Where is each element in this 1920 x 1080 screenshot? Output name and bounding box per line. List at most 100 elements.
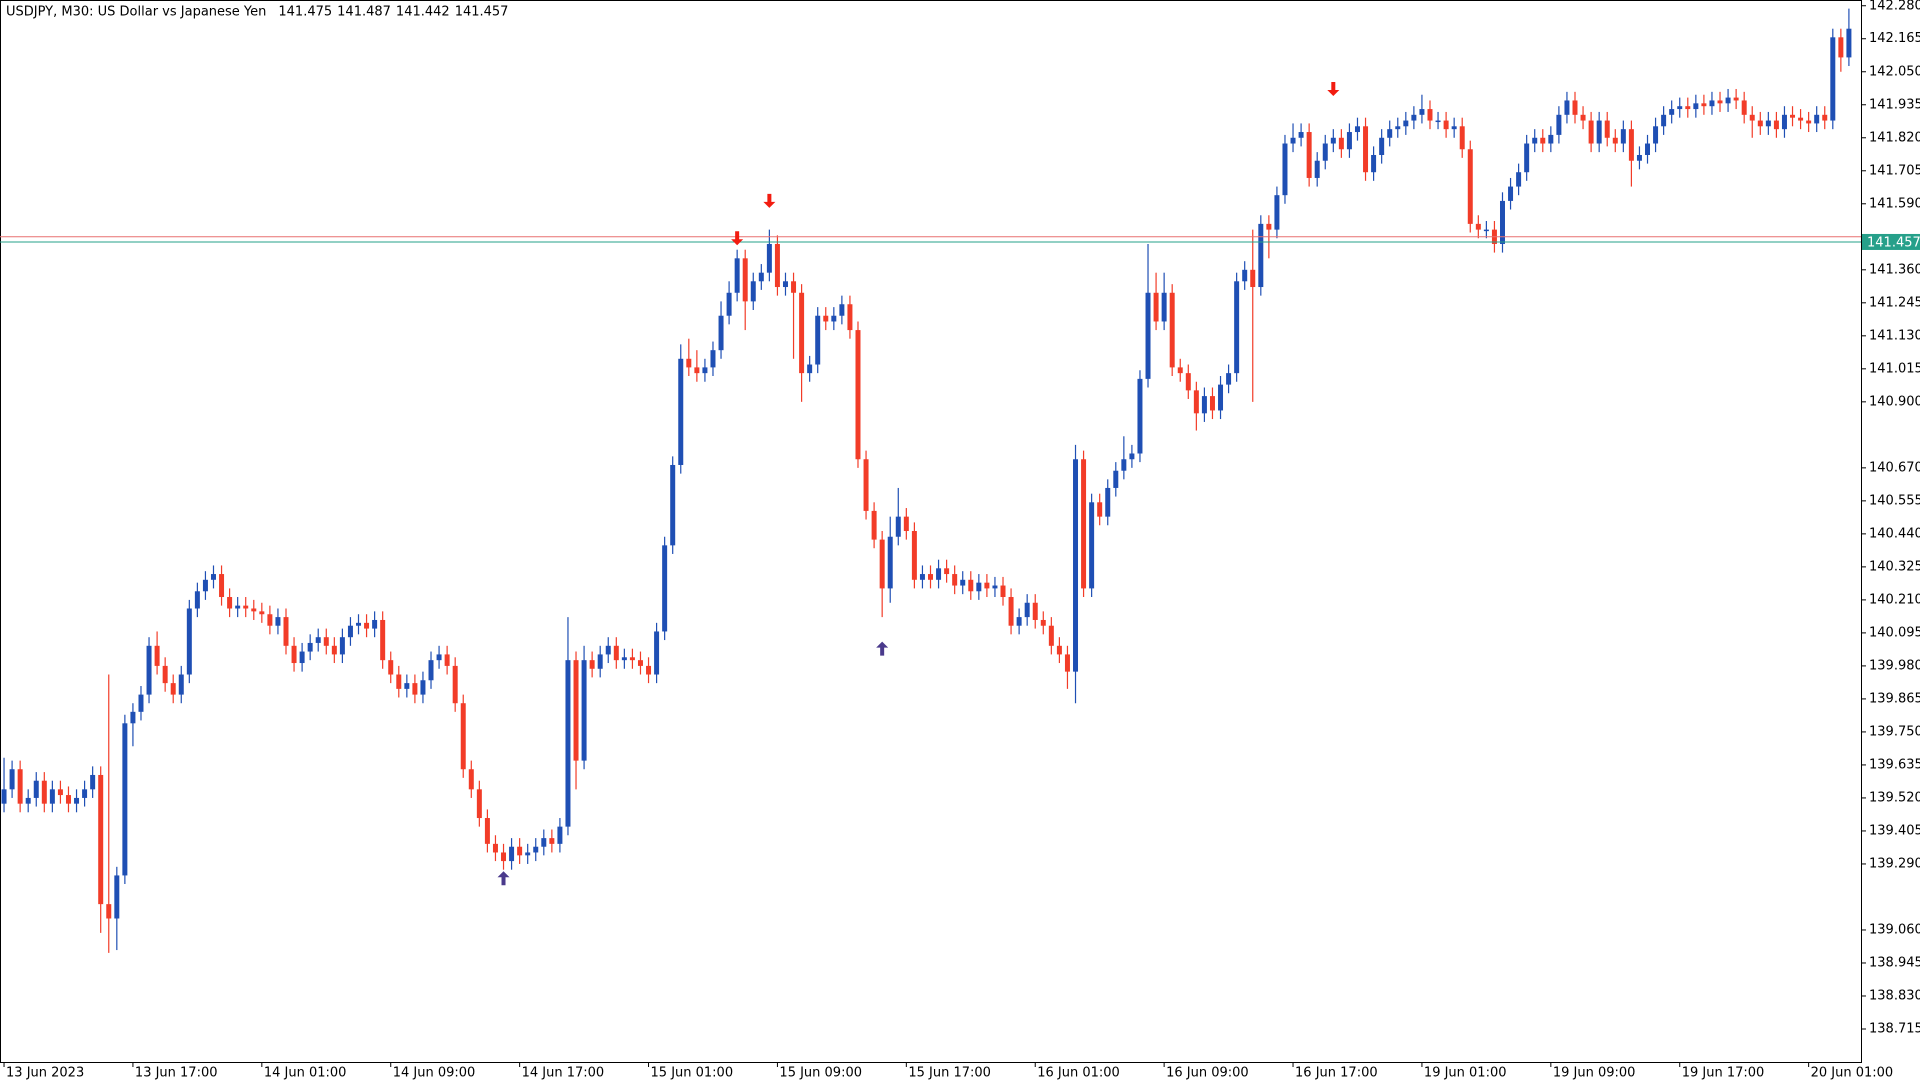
header-value: 141.487	[337, 5, 391, 20]
candle-body	[98, 774, 104, 905]
candle-body	[1073, 459, 1079, 672]
candle-body	[1669, 109, 1675, 115]
candle-body	[1725, 97, 1731, 104]
candle-body	[1451, 126, 1457, 130]
candle-body	[1290, 137, 1296, 144]
candle-body	[428, 660, 434, 681]
candle-body	[501, 852, 507, 862]
x-tick-label: 15 Jun 09:00	[779, 1066, 862, 1080]
candle-body	[1838, 37, 1844, 58]
candle-body	[380, 619, 386, 661]
candle-body	[637, 660, 643, 666]
y-tick-label: 140.900	[1869, 394, 1920, 409]
candle-body	[742, 258, 748, 302]
candle-body	[629, 657, 635, 661]
candle-body	[1250, 269, 1256, 288]
y-tick-label: 141.360	[1869, 262, 1920, 277]
candle-body	[1306, 132, 1312, 178]
candle-body	[1048, 625, 1054, 646]
candle-body	[984, 582, 990, 589]
candle-body	[1064, 654, 1070, 672]
candle-body	[1645, 143, 1651, 155]
candle-body	[1008, 597, 1014, 626]
x-tick-label: 16 Jun 09:00	[1166, 1066, 1249, 1080]
candle-body	[1741, 100, 1747, 115]
candle-body	[1483, 229, 1489, 232]
candle-body	[1677, 106, 1683, 110]
candle-body	[154, 645, 160, 666]
candle-body	[41, 780, 47, 804]
candle-body	[1540, 137, 1546, 144]
candle-body	[476, 789, 482, 819]
candle-body	[82, 789, 88, 798]
candle-body	[1411, 114, 1417, 121]
candle-body	[533, 846, 539, 853]
candle-body	[1354, 126, 1360, 133]
plot-frame	[0, 0, 1862, 1063]
candle-body	[863, 459, 869, 511]
candle-body	[388, 660, 394, 675]
candle-body	[364, 622, 370, 629]
candle-body	[1443, 120, 1449, 130]
candle-body	[541, 838, 547, 847]
candle-body	[299, 651, 305, 664]
candle-body	[1169, 292, 1175, 368]
y-tick-label: 140.210	[1869, 592, 1920, 607]
candle-body	[1661, 114, 1667, 127]
candle-body	[1, 789, 7, 804]
y-tick-label: 142.050	[1869, 64, 1920, 79]
candle-body	[847, 304, 853, 331]
candle-body	[1532, 137, 1538, 144]
candle-body	[525, 852, 531, 856]
candle-body	[412, 683, 418, 695]
candle-body	[758, 272, 764, 282]
candle-body	[1459, 126, 1465, 150]
candle-body	[976, 582, 982, 592]
candle-body	[1516, 172, 1522, 187]
candle-body	[807, 364, 813, 374]
candle-body	[65, 795, 71, 804]
candle-body	[492, 843, 498, 853]
candle-body	[1419, 109, 1425, 115]
header-value: 141.442	[396, 5, 450, 20]
chart-title: USDJPY, M30: US Dollar vs Japanese Yen	[6, 5, 266, 20]
candle-body	[879, 539, 885, 589]
candle-body	[1322, 143, 1328, 161]
candle-body	[1161, 292, 1167, 322]
candle-body	[686, 358, 692, 368]
y-tick-label: 139.865	[1869, 691, 1920, 706]
candle-body	[1588, 120, 1594, 144]
candle-body	[1475, 223, 1481, 230]
candle-body	[1765, 120, 1771, 127]
candle-body	[178, 674, 184, 695]
y-tick-label: 139.520	[1869, 790, 1920, 805]
fractal-arrow-down	[1327, 81, 1340, 96]
candle-body	[444, 654, 450, 666]
candle-body	[1040, 619, 1046, 626]
candle-body	[1636, 154, 1642, 161]
candle-body	[1790, 114, 1796, 118]
candle-body	[774, 243, 780, 288]
candle-body	[1435, 120, 1441, 123]
candle-body	[1814, 114, 1820, 124]
candle-body	[1121, 459, 1127, 471]
candle-body	[992, 585, 998, 589]
candle-body	[1201, 396, 1207, 414]
candle-body	[1717, 100, 1723, 104]
candle-body	[1177, 367, 1183, 374]
candle-body	[557, 826, 563, 844]
candle-body	[1830, 37, 1836, 121]
y-tick-label: 142.280	[1869, 0, 1920, 13]
candle-body	[1387, 129, 1393, 138]
candle-body	[928, 574, 933, 580]
candle-body	[275, 617, 281, 626]
candle-body	[323, 637, 329, 646]
candle-body	[57, 789, 63, 796]
fractal-arrow-down	[763, 193, 776, 208]
candle-body	[74, 797, 80, 804]
candle-body	[1000, 585, 1006, 598]
candle-body	[654, 631, 660, 675]
candle-body	[331, 645, 337, 655]
candle-body	[283, 617, 289, 646]
x-tick-label: 13 Jun 17:00	[135, 1066, 218, 1080]
